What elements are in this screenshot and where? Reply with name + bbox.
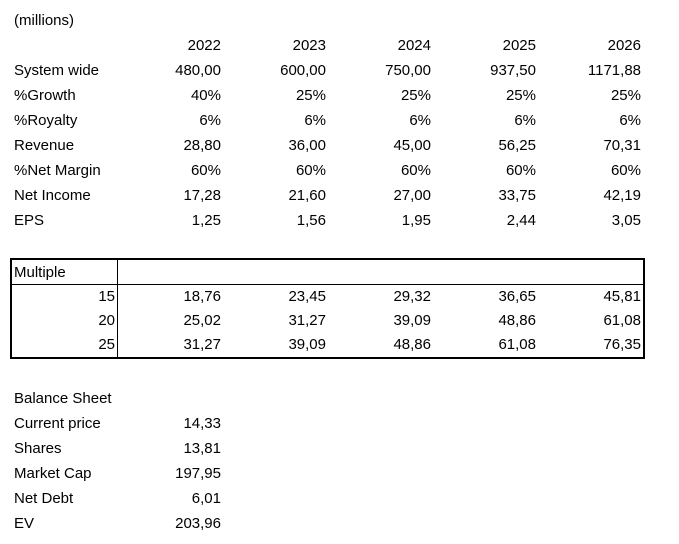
row-label-current-price[interactable]: Current price	[14, 415, 101, 432]
cell-multiple-25-2026[interactable]: 76,35	[603, 336, 641, 353]
balance-sheet-title: Balance Sheet	[14, 390, 112, 407]
cell-revenue-2022[interactable]: 28,80	[183, 137, 221, 154]
cell-system-wide-2024[interactable]: 750,00	[385, 62, 431, 79]
year-header-2026[interactable]: 2026	[607, 37, 641, 54]
cell-growth-2025[interactable]: 25%	[505, 87, 536, 104]
cell-royalty-2023[interactable]: 6%	[304, 112, 326, 129]
cell-net-margin-2022[interactable]: 60%	[190, 162, 221, 179]
cell-multiple-25-2022[interactable]: 31,27	[183, 336, 221, 353]
forecast-corner-cell[interactable]	[14, 33, 118, 58]
row-label-ev[interactable]: EV	[14, 515, 35, 532]
cell-net-margin-2025[interactable]: 60%	[505, 162, 536, 179]
year-header-2022[interactable]: 2022	[187, 37, 221, 54]
row-label-net-income[interactable]: Net Income	[14, 187, 91, 204]
year-header-2023[interactable]: 2023	[292, 37, 326, 54]
cell-royalty-2024[interactable]: 6%	[409, 112, 431, 129]
cell-multiple-15-2025[interactable]: 36,65	[498, 288, 536, 305]
cell-system-wide-2026[interactable]: 1171,88	[587, 62, 641, 79]
row-label-system-wide[interactable]: System wide	[14, 62, 100, 79]
year-header-2024[interactable]: 2024	[397, 37, 431, 54]
cell-system-wide-2022[interactable]: 480,00	[175, 62, 221, 79]
cell-net-income-2022[interactable]: 17,28	[183, 187, 221, 204]
multiple-row-20-label[interactable]: 20	[12, 309, 118, 333]
cell-eps-2022[interactable]: 1,25	[191, 212, 221, 229]
multiple-table: Multiple 15 18,76 23,45 29,32 36,65 45,8…	[10, 258, 645, 359]
cell-net-margin-2024[interactable]: 60%	[400, 162, 431, 179]
cell-multiple-15-2026[interactable]: 45,81	[603, 288, 641, 305]
cell-net-debt[interactable]: 6,01	[191, 490, 221, 507]
cell-net-income-2024[interactable]: 27,00	[393, 187, 431, 204]
units-label: (millions)	[14, 12, 74, 29]
cell-revenue-2025[interactable]: 56,25	[498, 137, 536, 154]
cell-multiple-15-2022[interactable]: 18,76	[183, 288, 221, 305]
row-label-net-debt[interactable]: Net Debt	[14, 490, 74, 507]
cell-eps-2025[interactable]: 2,44	[506, 212, 536, 229]
cell-eps-2026[interactable]: 3,05	[611, 212, 641, 229]
multiple-row-15-label[interactable]: 15	[12, 285, 118, 309]
multiple-header-blank-cell[interactable]	[118, 260, 643, 285]
row-label-growth[interactable]: %Growth	[14, 87, 76, 104]
cell-multiple-25-2025[interactable]: 61,08	[498, 336, 536, 353]
cell-royalty-2022[interactable]: 6%	[199, 112, 221, 129]
cell-revenue-2026[interactable]: 70,31	[603, 137, 641, 154]
cell-eps-2023[interactable]: 1,56	[296, 212, 326, 229]
cell-market-cap[interactable]: 197,95	[175, 465, 221, 482]
year-header-2025[interactable]: 2025	[502, 37, 536, 54]
cell-multiple-20-2022[interactable]: 25,02	[183, 312, 221, 329]
cell-revenue-2024[interactable]: 45,00	[393, 137, 431, 154]
cell-current-price[interactable]: 14,33	[183, 415, 221, 432]
cell-multiple-25-2023[interactable]: 39,09	[288, 336, 326, 353]
cell-royalty-2025[interactable]: 6%	[514, 112, 536, 129]
cell-system-wide-2023[interactable]: 600,00	[280, 62, 326, 79]
cell-multiple-25-2024[interactable]: 48,86	[393, 336, 431, 353]
row-label-net-margin[interactable]: %Net Margin	[14, 162, 101, 179]
row-label-revenue[interactable]: Revenue	[14, 137, 75, 154]
cell-system-wide-2025[interactable]: 937,50	[490, 62, 536, 79]
cell-ev[interactable]: 203,96	[175, 515, 221, 532]
cell-growth-2022[interactable]: 40%	[190, 87, 221, 104]
cell-net-income-2026[interactable]: 42,19	[603, 187, 641, 204]
cell-growth-2026[interactable]: 25%	[610, 87, 641, 104]
cell-shares[interactable]: 13,81	[183, 440, 221, 457]
row-label-royalty[interactable]: %Royalty	[14, 112, 78, 129]
cell-multiple-15-2024[interactable]: 29,32	[393, 288, 431, 305]
cell-revenue-2023[interactable]: 36,00	[288, 137, 326, 154]
balance-sheet-title-blank-cell[interactable]	[118, 386, 223, 411]
cell-eps-2024[interactable]: 1,95	[401, 212, 431, 229]
cell-growth-2023[interactable]: 25%	[295, 87, 326, 104]
cell-multiple-20-2026[interactable]: 61,08	[603, 312, 641, 329]
cell-net-margin-2026[interactable]: 60%	[610, 162, 641, 179]
multiple-row-25-label[interactable]: 25	[12, 333, 118, 357]
row-label-shares[interactable]: Shares	[14, 440, 62, 457]
row-label-eps[interactable]: EPS	[14, 212, 45, 229]
forecast-table: 2022 2023 2024 2025 2026 System wide 480…	[14, 33, 679, 233]
row-label-market-cap[interactable]: Market Cap	[14, 465, 92, 482]
multiple-header-cell[interactable]: Multiple	[12, 260, 118, 285]
balance-sheet-section: Balance Sheet Current price 14,33 Shares…	[14, 386, 679, 536]
cell-net-margin-2023[interactable]: 60%	[295, 162, 326, 179]
cell-multiple-15-2023[interactable]: 23,45	[288, 288, 326, 305]
cell-royalty-2026[interactable]: 6%	[619, 112, 641, 129]
cell-multiple-20-2024[interactable]: 39,09	[393, 312, 431, 329]
cell-growth-2024[interactable]: 25%	[400, 87, 431, 104]
cell-multiple-20-2023[interactable]: 31,27	[288, 312, 326, 329]
cell-net-income-2023[interactable]: 21,60	[288, 187, 326, 204]
cell-net-income-2025[interactable]: 33,75	[498, 187, 536, 204]
cell-multiple-20-2025[interactable]: 48,86	[498, 312, 536, 329]
